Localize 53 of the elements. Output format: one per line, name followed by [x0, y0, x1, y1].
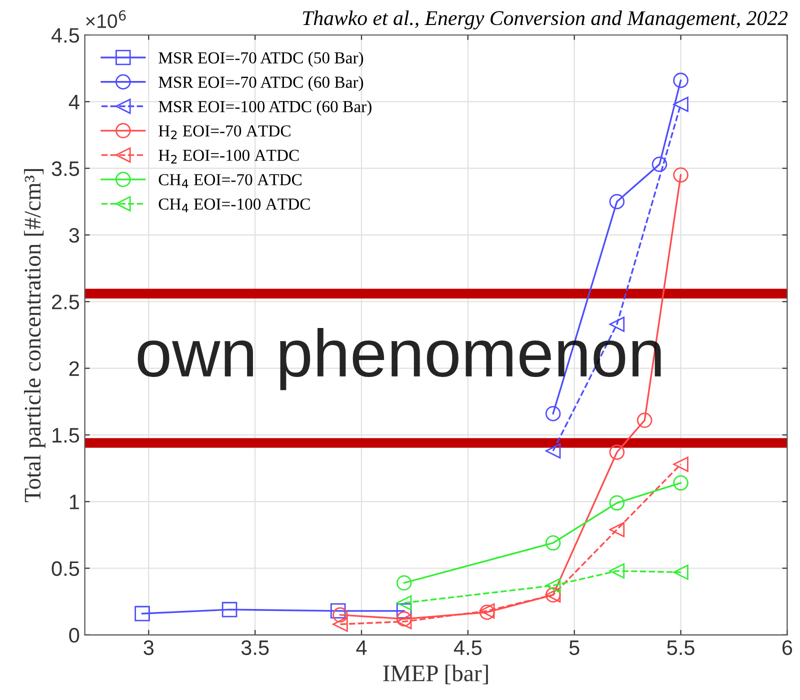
point	[673, 72, 688, 88]
point	[396, 603, 412, 619]
chart-title: Thawko et al., Energy Conversion and Management, 2022	[302, 10, 788, 30]
legend-label: MSR EOI=-100 ATDC (60 Bar)	[158, 100, 372, 116]
point	[609, 495, 625, 511]
legend-label: H$_{2}$ EOI=-70 ATDC	[158, 125, 290, 140]
legend-label: CH$_{4}$ EOI=-100 ATDC	[158, 198, 310, 212]
point	[545, 443, 561, 459]
y-tick-label: 4	[68, 94, 80, 110]
x-tick-label: 5.5	[667, 640, 694, 656]
point	[332, 607, 348, 623]
point	[396, 595, 412, 611]
point	[545, 535, 561, 551]
point	[330, 603, 346, 619]
point	[609, 194, 625, 210]
y-tick-label: 2	[69, 361, 79, 376]
legend-label: H$_{2}$ EOI=-100 ATDC	[158, 150, 299, 164]
point	[673, 475, 688, 491]
y-tick-label: 0.5	[52, 561, 80, 576]
point	[609, 522, 625, 538]
y-tick-label: 0	[69, 628, 80, 643]
x-tick-label: 5	[569, 640, 580, 656]
y-tick-label: 2.5	[52, 294, 80, 310]
y-tick-label: 4.5	[51, 28, 80, 43]
y-tick-label: 1.5	[52, 428, 80, 443]
point	[673, 96, 688, 112]
y-tick-label: 3	[69, 228, 80, 243]
point	[652, 156, 668, 172]
text: ×10$^{6}$	[86, 10, 126, 28]
point	[673, 456, 688, 472]
x-tick-label: 4.5	[454, 640, 482, 656]
point	[396, 575, 412, 591]
point	[332, 616, 348, 632]
point	[609, 563, 625, 579]
x-tick-label: 4	[356, 640, 367, 655]
x-tick-label: 6	[782, 640, 792, 656]
legend-label: MSR EOI=-70 ATDC (50 Bar)	[158, 52, 364, 67]
y-tick-label: 3.5	[52, 161, 80, 176]
point	[545, 406, 561, 422]
point	[636, 412, 652, 428]
point	[609, 444, 625, 460]
point	[134, 606, 150, 622]
x-axis-title: IMEP [bar]	[383, 664, 488, 684]
point	[673, 564, 688, 580]
legend-label: CH$_{4}$ EOI=-70 ATDC	[158, 174, 302, 188]
point	[673, 167, 688, 183]
point	[545, 578, 561, 594]
point	[222, 602, 238, 618]
x-tick-label: 3	[144, 640, 154, 656]
legend-label: MSR EOI=-70 ATDC (60 Bar)	[158, 76, 364, 92]
y-axis-title: Total particle concentration [#/cm³]	[24, 169, 46, 502]
y-tick-label: 1	[70, 494, 79, 510]
x-tick-label: 3.5	[241, 640, 269, 656]
